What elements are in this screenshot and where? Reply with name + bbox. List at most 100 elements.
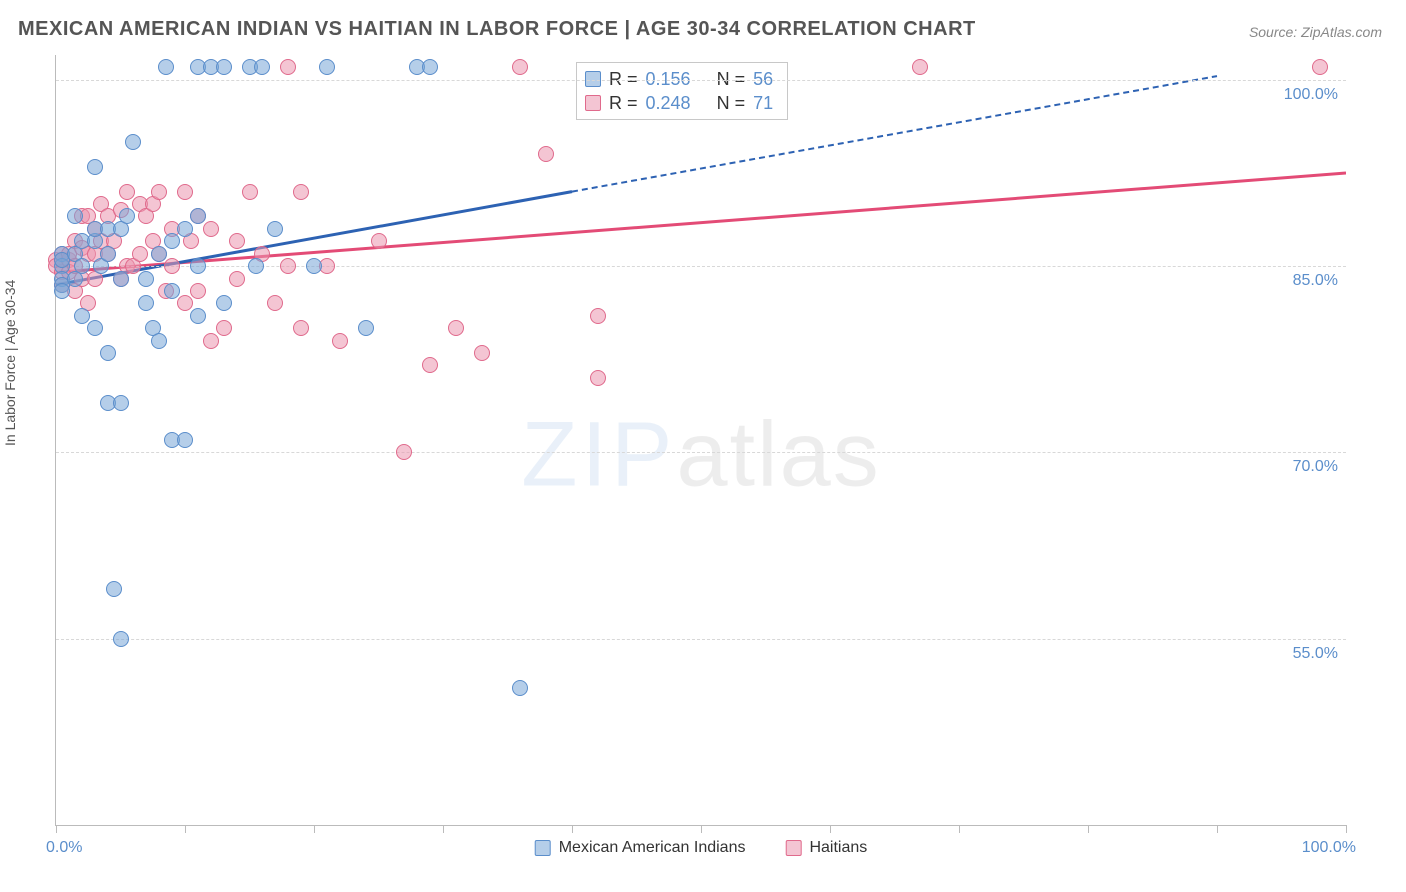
scatter-point-a xyxy=(216,295,232,311)
scatter-point-a xyxy=(151,246,167,262)
x-tick xyxy=(443,825,444,833)
x-tick xyxy=(959,825,960,833)
scatter-point-a xyxy=(190,258,206,274)
scatter-point-a xyxy=(177,432,193,448)
gridline xyxy=(56,80,1346,81)
scatter-point-a xyxy=(164,283,180,299)
scatter-point-b xyxy=(590,370,606,386)
x-tick xyxy=(56,825,57,833)
scatter-point-a xyxy=(87,159,103,175)
y-tick-label: 85.0% xyxy=(1293,272,1338,290)
scatter-point-b xyxy=(512,59,528,75)
scatter-point-b xyxy=(293,320,309,336)
scatter-point-b xyxy=(293,184,309,200)
scatter-point-a xyxy=(138,295,154,311)
gridline xyxy=(56,639,1346,640)
legend-swatch-b xyxy=(785,840,801,856)
legend-label-b: Haitians xyxy=(809,839,867,857)
watermark-a: ZIP xyxy=(521,404,676,506)
scatter-point-a xyxy=(216,59,232,75)
swatch-series-b xyxy=(585,95,601,111)
stats-row-b: R = 0.248 N = 71 xyxy=(585,91,773,115)
scatter-point-b xyxy=(590,308,606,324)
legend-item-a: Mexican American Indians xyxy=(535,839,746,857)
scatter-point-a xyxy=(177,221,193,237)
scatter-point-a xyxy=(100,246,116,262)
scatter-point-a xyxy=(158,59,174,75)
x-tick xyxy=(701,825,702,833)
scatter-point-a xyxy=(54,283,70,299)
stats-r-b: 0.248 xyxy=(646,93,691,114)
scatter-point-a xyxy=(267,221,283,237)
scatter-point-b xyxy=(229,271,245,287)
y-tick-label: 100.0% xyxy=(1284,86,1338,104)
scatter-point-b xyxy=(280,59,296,75)
source-label: Source: ZipAtlas.com xyxy=(1249,24,1382,40)
scatter-point-a xyxy=(113,631,129,647)
scatter-point-a xyxy=(151,333,167,349)
scatter-point-b xyxy=(132,246,148,262)
stats-n-prefix: N = xyxy=(717,93,746,114)
scatter-point-a xyxy=(106,581,122,597)
x-axis-start-label: 0.0% xyxy=(46,839,82,857)
scatter-point-b xyxy=(448,320,464,336)
chart-container: MEXICAN AMERICAN INDIAN VS HAITIAN IN LA… xyxy=(0,0,1406,892)
scatter-point-a xyxy=(113,271,129,287)
x-tick xyxy=(1217,825,1218,833)
legend-item-b: Haitians xyxy=(785,839,867,857)
trend-lines-svg xyxy=(56,55,1346,825)
scatter-point-a xyxy=(190,208,206,224)
y-tick-label: 55.0% xyxy=(1293,645,1338,663)
scatter-point-a xyxy=(319,59,335,75)
legend: Mexican American Indians Haitians xyxy=(535,839,868,857)
stats-n-b: 71 xyxy=(753,93,773,114)
scatter-point-a xyxy=(113,395,129,411)
x-tick xyxy=(1346,825,1347,833)
gridline xyxy=(56,452,1346,453)
x-tick xyxy=(185,825,186,833)
scatter-point-b xyxy=(151,184,167,200)
scatter-point-a xyxy=(138,271,154,287)
scatter-point-b xyxy=(280,258,296,274)
scatter-point-a xyxy=(74,258,90,274)
x-tick xyxy=(1088,825,1089,833)
y-tick-label: 70.0% xyxy=(1293,458,1338,476)
scatter-point-a xyxy=(74,308,90,324)
scatter-point-a xyxy=(254,59,270,75)
scatter-point-a xyxy=(512,680,528,696)
scatter-point-b xyxy=(371,233,387,249)
scatter-point-b xyxy=(177,184,193,200)
scatter-point-b xyxy=(203,221,219,237)
scatter-point-a xyxy=(164,233,180,249)
legend-swatch-a xyxy=(535,840,551,856)
scatter-point-b xyxy=(203,333,219,349)
scatter-point-b xyxy=(190,283,206,299)
scatter-point-b xyxy=(242,184,258,200)
chart-title: MEXICAN AMERICAN INDIAN VS HAITIAN IN LA… xyxy=(18,18,976,41)
scatter-point-b xyxy=(267,295,283,311)
scatter-point-b xyxy=(396,444,412,460)
stats-r-prefix: R = xyxy=(609,93,638,114)
scatter-point-a xyxy=(119,208,135,224)
scatter-point-b xyxy=(216,320,232,336)
watermark-b: atlas xyxy=(676,404,880,506)
plot-area: ZIPatlas R = 0.156 N = 56 R = 0.248 N = … xyxy=(55,55,1346,826)
scatter-point-b xyxy=(422,357,438,373)
scatter-point-a xyxy=(67,208,83,224)
scatter-point-a xyxy=(422,59,438,75)
scatter-point-b xyxy=(119,184,135,200)
scatter-point-b xyxy=(538,146,554,162)
scatter-point-a xyxy=(190,308,206,324)
scatter-point-a xyxy=(87,320,103,336)
scatter-point-b xyxy=(164,258,180,274)
scatter-point-b xyxy=(332,333,348,349)
scatter-point-a xyxy=(358,320,374,336)
stats-box: R = 0.156 N = 56 R = 0.248 N = 71 xyxy=(576,62,788,120)
scatter-point-b xyxy=(912,59,928,75)
x-axis-end-label: 100.0% xyxy=(1302,839,1356,857)
scatter-point-a xyxy=(306,258,322,274)
scatter-point-b xyxy=(474,345,490,361)
scatter-point-b xyxy=(177,295,193,311)
x-tick xyxy=(572,825,573,833)
legend-label-a: Mexican American Indians xyxy=(559,839,746,857)
